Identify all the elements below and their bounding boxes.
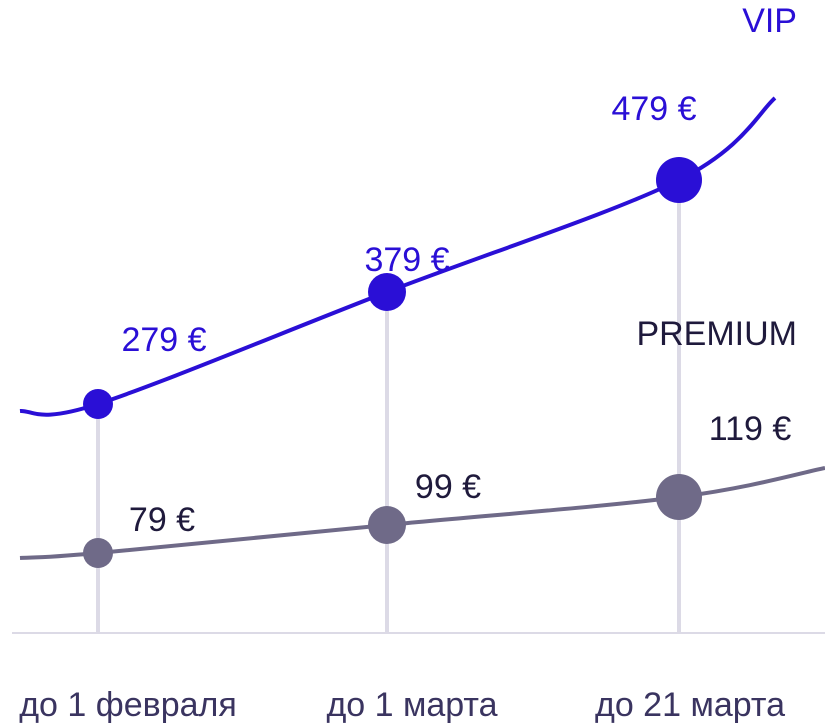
- series-names: VIP PREMIUM: [636, 2, 797, 353]
- series-name-vip: VIP: [742, 2, 797, 40]
- data-points: [83, 157, 702, 568]
- drop-lines: [96, 180, 681, 633]
- data-labels: 279 € 379 € 479 € 79 € 99 € 119 €: [121, 90, 791, 539]
- data-label-premium: 119 €: [709, 410, 792, 448]
- data-label-premium: 79 €: [129, 501, 195, 539]
- x-tick-label: до 1 марта: [326, 686, 497, 724]
- data-point-premium: [368, 506, 406, 544]
- data-label-vip: 279 €: [121, 321, 206, 359]
- data-label-vip: 379 €: [364, 241, 449, 279]
- data-point-vip: [656, 157, 702, 203]
- data-point-premium: [83, 538, 113, 568]
- data-point-vip: [83, 389, 113, 419]
- series-name-premium: PREMIUM: [636, 315, 797, 353]
- data-label-vip: 479 €: [611, 90, 696, 128]
- data-point-vip: [368, 273, 406, 311]
- x-tick-label: до 21 марта: [595, 686, 785, 724]
- data-label-premium: 99 €: [415, 468, 481, 506]
- x-tick-label: до 1 февраля: [19, 686, 237, 724]
- data-point-premium: [656, 474, 702, 520]
- x-tick-labels: до 1 февраля до 1 марта до 21 марта: [19, 686, 785, 724]
